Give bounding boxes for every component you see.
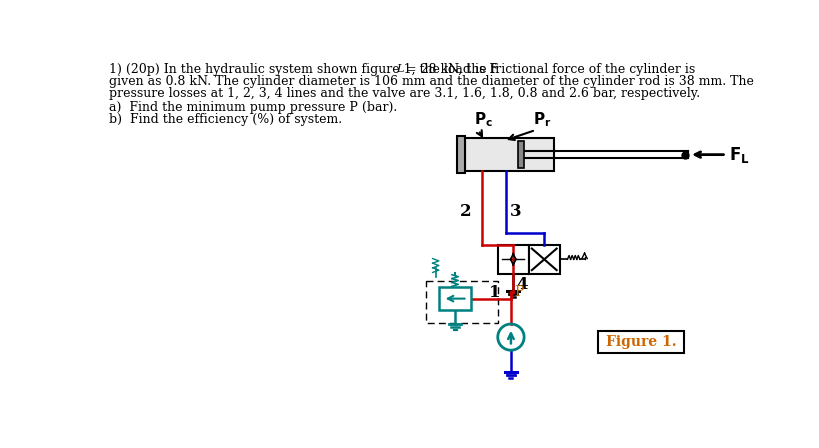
Bar bbox=[598, 331, 683, 353]
Text: $\mathbf{P_r}$: $\mathbf{P_r}$ bbox=[532, 111, 550, 129]
Text: Figure 1.: Figure 1. bbox=[605, 335, 676, 349]
Bar bbox=[426, 281, 497, 323]
Bar bbox=[518, 141, 523, 168]
Text: P: P bbox=[514, 285, 523, 299]
Text: 4: 4 bbox=[516, 276, 527, 293]
Text: pressure losses at 1, 2, 3, 4 lines and the valve are 3.1, 1.6, 1.8, 0.8 and 2.6: pressure losses at 1, 2, 3, 4 lines and … bbox=[109, 87, 699, 100]
Bar bbox=[528, 245, 559, 274]
Bar bbox=[497, 245, 528, 274]
Text: = 28 kN, the frictional force of the cylinder is: = 28 kN, the frictional force of the cyl… bbox=[401, 63, 694, 76]
Text: $\mathbf{F}_\mathbf{L}$: $\mathbf{F}_\mathbf{L}$ bbox=[729, 145, 749, 164]
Text: 3: 3 bbox=[509, 203, 521, 220]
Bar bbox=[457, 136, 464, 173]
Text: 2: 2 bbox=[459, 203, 471, 220]
Text: 1: 1 bbox=[488, 284, 500, 301]
Text: $\mathbf{P_c}$: $\mathbf{P_c}$ bbox=[474, 111, 493, 129]
Bar bbox=[438, 287, 471, 310]
Text: given as 0.8 kN. The cylinder diameter is 106 mm and the diameter of the cylinde: given as 0.8 kN. The cylinder diameter i… bbox=[109, 75, 753, 88]
Text: a)  Find the minimum pump pressure P (bar).: a) Find the minimum pump pressure P (bar… bbox=[109, 101, 396, 114]
Text: L: L bbox=[396, 64, 403, 74]
Bar bbox=[464, 138, 554, 171]
Text: b)  Find the efficiency (%) of system.: b) Find the efficiency (%) of system. bbox=[109, 113, 342, 126]
Text: 1) (20p) In the hydraulic system shown figure 1, the load is F: 1) (20p) In the hydraulic system shown f… bbox=[109, 63, 497, 76]
